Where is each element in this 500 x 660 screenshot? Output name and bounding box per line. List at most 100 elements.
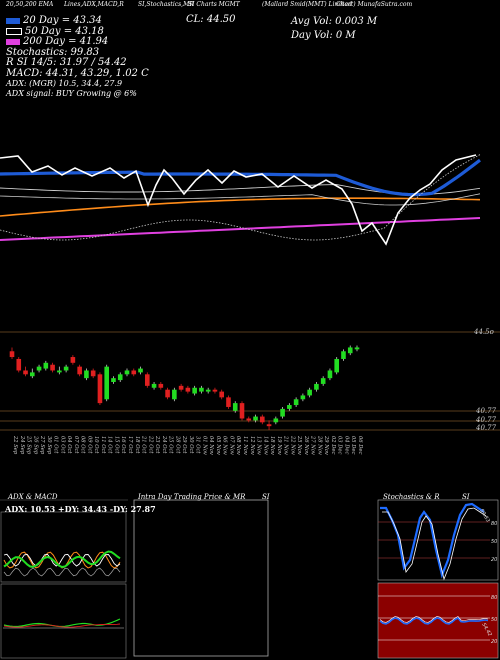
- candle-body: [84, 370, 89, 379]
- date-tick-label: 07 Nov: [228, 436, 234, 455]
- candle-body: [144, 374, 150, 386]
- date-tick-label: 23 Oct: [154, 435, 160, 454]
- date-tick-label: 09 Oct: [86, 436, 92, 454]
- candle-body: [77, 366, 82, 375]
- rsi-mr-line: [379, 616, 489, 623]
- legend-20day: 20 Day = 43.34: [6, 15, 102, 27]
- candle-body: [151, 383, 157, 388]
- date-tick-label: 29 Nov: [323, 435, 329, 455]
- date-tick-label: 13 Nov: [256, 436, 262, 455]
- candle-body: [327, 370, 333, 379]
- candle-body: [111, 378, 116, 382]
- price-label-bottom: 40.77: [476, 416, 497, 424]
- ma-20-line: [0, 158, 481, 197]
- candle-body: [314, 383, 319, 390]
- date-tick-label: 22 Nov: [289, 435, 295, 455]
- date-tick-label: 14 Oct: [107, 436, 113, 454]
- date-tick-label: 30 Sep: [46, 436, 52, 455]
- candle-body: [43, 362, 49, 369]
- adx-readout: ADX: (MGR) 10.5, 34.4, 27.9: [6, 79, 123, 88]
- candle-body: [104, 366, 110, 400]
- candle-body: [172, 389, 177, 400]
- date-tick-label: 11 Oct: [100, 436, 106, 454]
- price-label-bottom: 40.77: [476, 424, 497, 432]
- date-tick-label: 24 Sep: [19, 435, 25, 455]
- date-tick-label: 01 Oct: [53, 436, 59, 454]
- date-tick-label: 25 Nov: [296, 435, 302, 455]
- date-tick-label: 28 Oct: [174, 435, 180, 454]
- adx-values: ADX: 10.53 +DY: 34.43 -DY: 27.87: [5, 504, 156, 514]
- date-tick-label: 31 Oct: [195, 436, 201, 454]
- candle-body: [266, 424, 272, 427]
- stochastics-readout: Stochastics: 99.83: [6, 47, 100, 58]
- date-tick-label: 26 Sep: [32, 435, 38, 455]
- candle-body: [354, 347, 360, 350]
- legend-swatch: [6, 38, 20, 45]
- adx-aux-line: [3, 567, 121, 577]
- rsi-readout: R SI 14/5: 31.97 / 54.42: [6, 57, 127, 68]
- header-item: Chart) MunafaSutra.com: [336, 1, 413, 8]
- price-label-top: 44.5o: [474, 328, 494, 336]
- date-tick-label: 25 Oct: [168, 435, 174, 454]
- date-tick-label: 29 Oct: [181, 435, 187, 454]
- date-tick-label: 15 Oct: [113, 436, 119, 454]
- candle-body: [219, 391, 225, 398]
- date-tick-label: 30 Oct: [188, 436, 194, 454]
- ma-50b-line: [0, 193, 481, 206]
- ma-dotted-line: [0, 154, 481, 241]
- candle-body: [9, 351, 15, 358]
- macd-signal-line: [3, 623, 121, 628]
- panel-tick-label: 80: [491, 521, 497, 527]
- adx-macd-title: ADX & MACD: [8, 493, 58, 501]
- date-tick-label: 22 Oct: [147, 435, 153, 454]
- candle-body: [259, 416, 265, 423]
- stoch-si: SI: [462, 493, 470, 501]
- rsi-line: [379, 617, 489, 625]
- candle-body: [165, 389, 170, 398]
- ma-orange-line: [0, 197, 481, 217]
- panel-tick-label: 50: [491, 617, 497, 623]
- candle-body: [192, 387, 197, 394]
- candle-body: [16, 358, 22, 371]
- header-item: Lines,ADX,MACD,R: [64, 1, 124, 8]
- date-tick-label: 03 Dec: [337, 436, 343, 454]
- candle-body: [36, 366, 42, 371]
- candle-body: [307, 389, 312, 396]
- candle-body: [280, 408, 285, 417]
- candle-body: [341, 351, 346, 359]
- candle-body: [205, 389, 211, 392]
- date-tick-label: 04 Oct: [66, 436, 72, 454]
- candle-body: [239, 403, 245, 419]
- date-tick-label: 17 Oct: [127, 436, 133, 454]
- panel-tick-label: 80: [491, 595, 497, 601]
- candle-body: [273, 418, 279, 423]
- panel-tick-label: 20: [491, 557, 497, 563]
- candle-body: [212, 389, 218, 392]
- candle-body: [320, 378, 326, 384]
- candle-body: [117, 374, 123, 381]
- candle-body: [23, 370, 28, 375]
- candle-body: [57, 370, 62, 373]
- candle-body: [253, 416, 258, 421]
- candle-body: [29, 372, 35, 377]
- date-tick-label: 28 Nov: [316, 435, 322, 455]
- intraday-title: Intra Day Trading Price & MR: [138, 493, 246, 501]
- candle-body: [226, 397, 231, 407]
- panel-tick-label: 50: [491, 539, 497, 545]
- date-tick-label: 22 Sep: [12, 435, 18, 455]
- date-tick-label: 19 Nov: [276, 436, 282, 455]
- candle-body: [347, 347, 353, 354]
- date-tick-label: 18 Nov: [269, 436, 275, 455]
- date-tick-label: 04 Dec: [343, 436, 349, 454]
- adx-line: [3, 550, 121, 569]
- header-item: (Mallard Smid(MMT) Limited: [262, 1, 352, 8]
- candle-body: [334, 358, 340, 373]
- candle-body: [124, 370, 130, 375]
- candle-body: [178, 385, 184, 390]
- date-tick-label: 26 Nov: [303, 435, 309, 455]
- legend-swatch: [6, 28, 22, 35]
- date-tick-label: 16 Oct: [120, 436, 126, 454]
- intraday-si: SI: [262, 493, 270, 501]
- header-item: 20,50,200 EMA: [6, 1, 54, 8]
- legend-swatch: [6, 17, 20, 24]
